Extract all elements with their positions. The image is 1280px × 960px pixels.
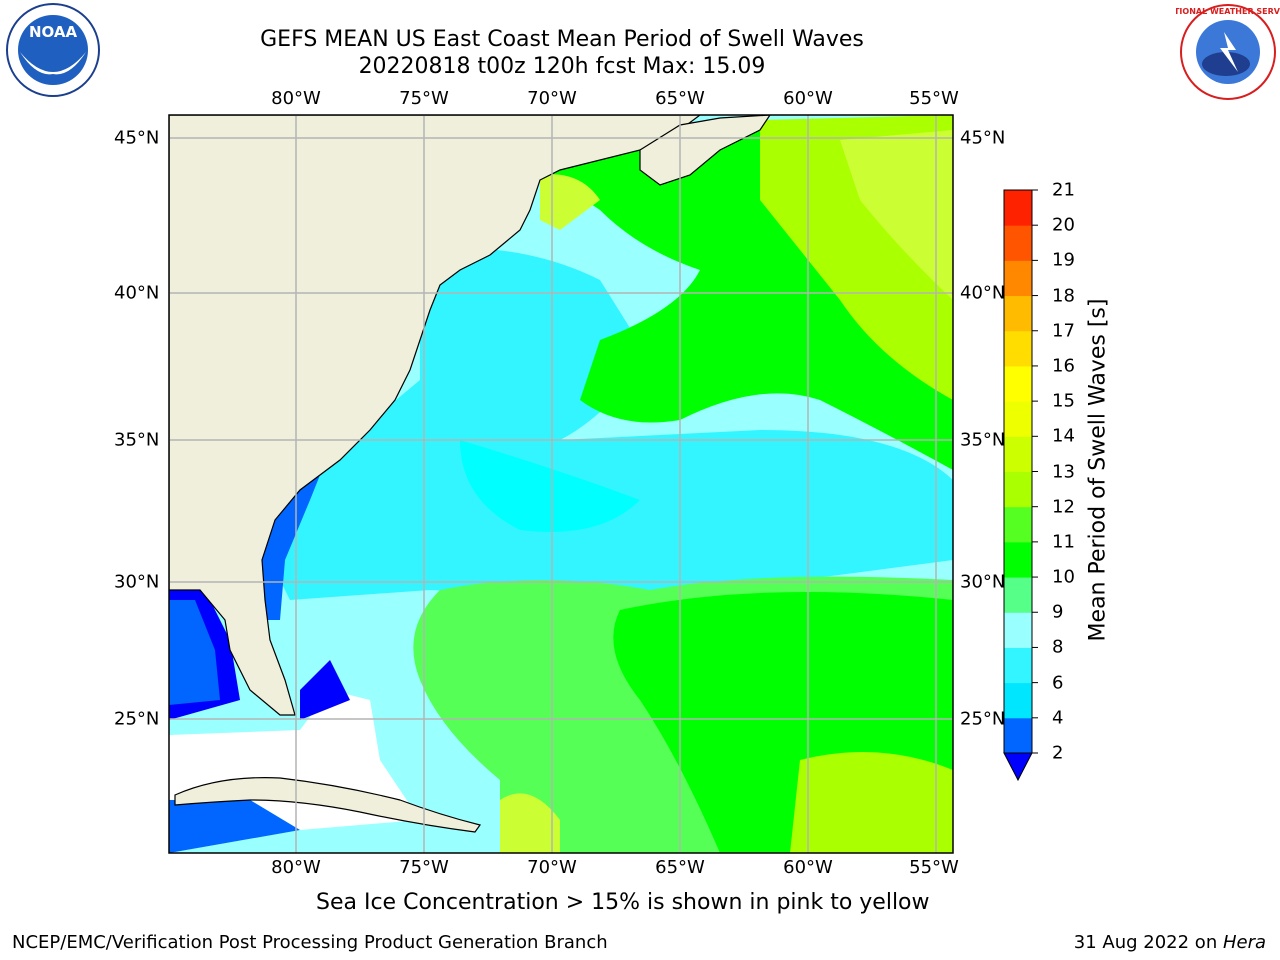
lat-label-left: 25°N [114, 708, 160, 730]
lon-label-bottom: 60°W [783, 857, 833, 878]
lat-label-left: 30°N [114, 571, 160, 593]
colorbar-tick-label: 12 [1052, 496, 1075, 518]
colorbar-segment [1004, 506, 1032, 543]
colorbar-tick-label: 15 [1052, 390, 1075, 412]
colorbar-tick-label: 2 [1052, 742, 1064, 764]
lon-label-bottom: 80°W [271, 857, 321, 878]
footer-date-text: 31 Aug 2022 on [1073, 932, 1223, 953]
graticule [169, 115, 953, 853]
lat-label-right: 30°N [960, 571, 1006, 593]
colorbar-segment [1004, 190, 1032, 226]
lat-label-left: 40°N [114, 282, 160, 304]
lon-label-top: 65°W [655, 88, 705, 109]
lon-label-top: 60°W [783, 88, 833, 109]
colorbar-tick-label: 4 [1052, 707, 1064, 729]
colorbar-title: Mean Period of Swell Waves [s] [1085, 298, 1111, 642]
colorbar-segment [1004, 436, 1032, 472]
colorbar-segment [1004, 471, 1032, 508]
colorbar-segment [1004, 225, 1032, 261]
lon-label-top: 70°W [527, 88, 577, 109]
colorbar-tick-label: 9 [1052, 601, 1064, 623]
lat-label-left: 45°N [114, 127, 160, 149]
colorbar-segment [1004, 717, 1032, 754]
footer-credit: NCEP/EMC/Verification Post Processing Pr… [12, 932, 608, 953]
lon-label-bottom: 55°W [909, 857, 959, 878]
colorbar-tick-label: 14 [1052, 425, 1075, 447]
lon-label-top: 75°W [399, 88, 449, 109]
colorbar-segment [1004, 612, 1032, 648]
noaa-logo-text: NOAA [29, 23, 78, 41]
lon-label-bottom: 70°W [527, 857, 577, 878]
colorbar-segment [1004, 647, 1032, 684]
colorbar-segment [1004, 541, 1032, 578]
colorbar [1003, 189, 1038, 782]
colorbar-segment [1004, 682, 1032, 719]
colorbar-tick-label: 8 [1052, 636, 1064, 658]
colorbar-tick-label: 19 [1052, 249, 1075, 271]
lon-label-top: 55°W [909, 88, 959, 109]
colorbar-segment [1004, 295, 1032, 332]
nws-logo: NATIONAL WEATHER SERVICE [1176, 2, 1280, 102]
colorbar-segment [1004, 260, 1032, 297]
colorbar-tick-label: 17 [1052, 320, 1075, 342]
colorbar-segment [1004, 401, 1032, 437]
lat-label-right: 25°N [960, 708, 1006, 730]
colorbar-extend-arrow [1003, 752, 1033, 782]
lat-label-right: 40°N [960, 282, 1006, 304]
colorbar-tick-label: 11 [1052, 531, 1075, 553]
map-title: GEFS MEAN US East Coast Mean Period of S… [260, 27, 864, 52]
colorbar-segment [1004, 330, 1032, 367]
colorbar-tick-label: 20 [1052, 214, 1075, 236]
colorbar-tick-label: 21 [1052, 179, 1075, 201]
colorbar-tick-label: 13 [1052, 461, 1075, 482]
map-subtitle: 20220818 t00z 120h fcst Max: 15.09 [358, 54, 766, 79]
footer-date: 31 Aug 2022 on Hera [1074, 932, 1266, 953]
lon-label-top: 80°W [271, 88, 321, 109]
noaa-logo: NOAA [0, 2, 106, 102]
colorbar-tick-label: 10 [1052, 566, 1075, 588]
nws-logo-text: NATIONAL WEATHER SERVICE [1176, 7, 1280, 16]
colorbar-tick-label: 6 [1052, 672, 1064, 694]
colorbar-segment [1004, 577, 1032, 613]
colorbar-tick-label: 16 [1052, 355, 1075, 377]
sea-ice-note: Sea Ice Concentration > 15% is shown in … [316, 890, 930, 915]
colorbar-segment [1004, 365, 1032, 402]
lon-label-bottom: 75°W [399, 857, 449, 878]
map-frame [168, 114, 954, 854]
map-field [169, 115, 953, 853]
footer-host: Hera [1222, 932, 1266, 953]
lat-label-right: 45°N [960, 127, 1006, 149]
lon-label-bottom: 65°W [655, 857, 705, 878]
lat-label-right: 35°N [960, 429, 1006, 451]
lat-label-left: 35°N [114, 429, 160, 451]
colorbar-tick-label: 18 [1052, 285, 1075, 307]
